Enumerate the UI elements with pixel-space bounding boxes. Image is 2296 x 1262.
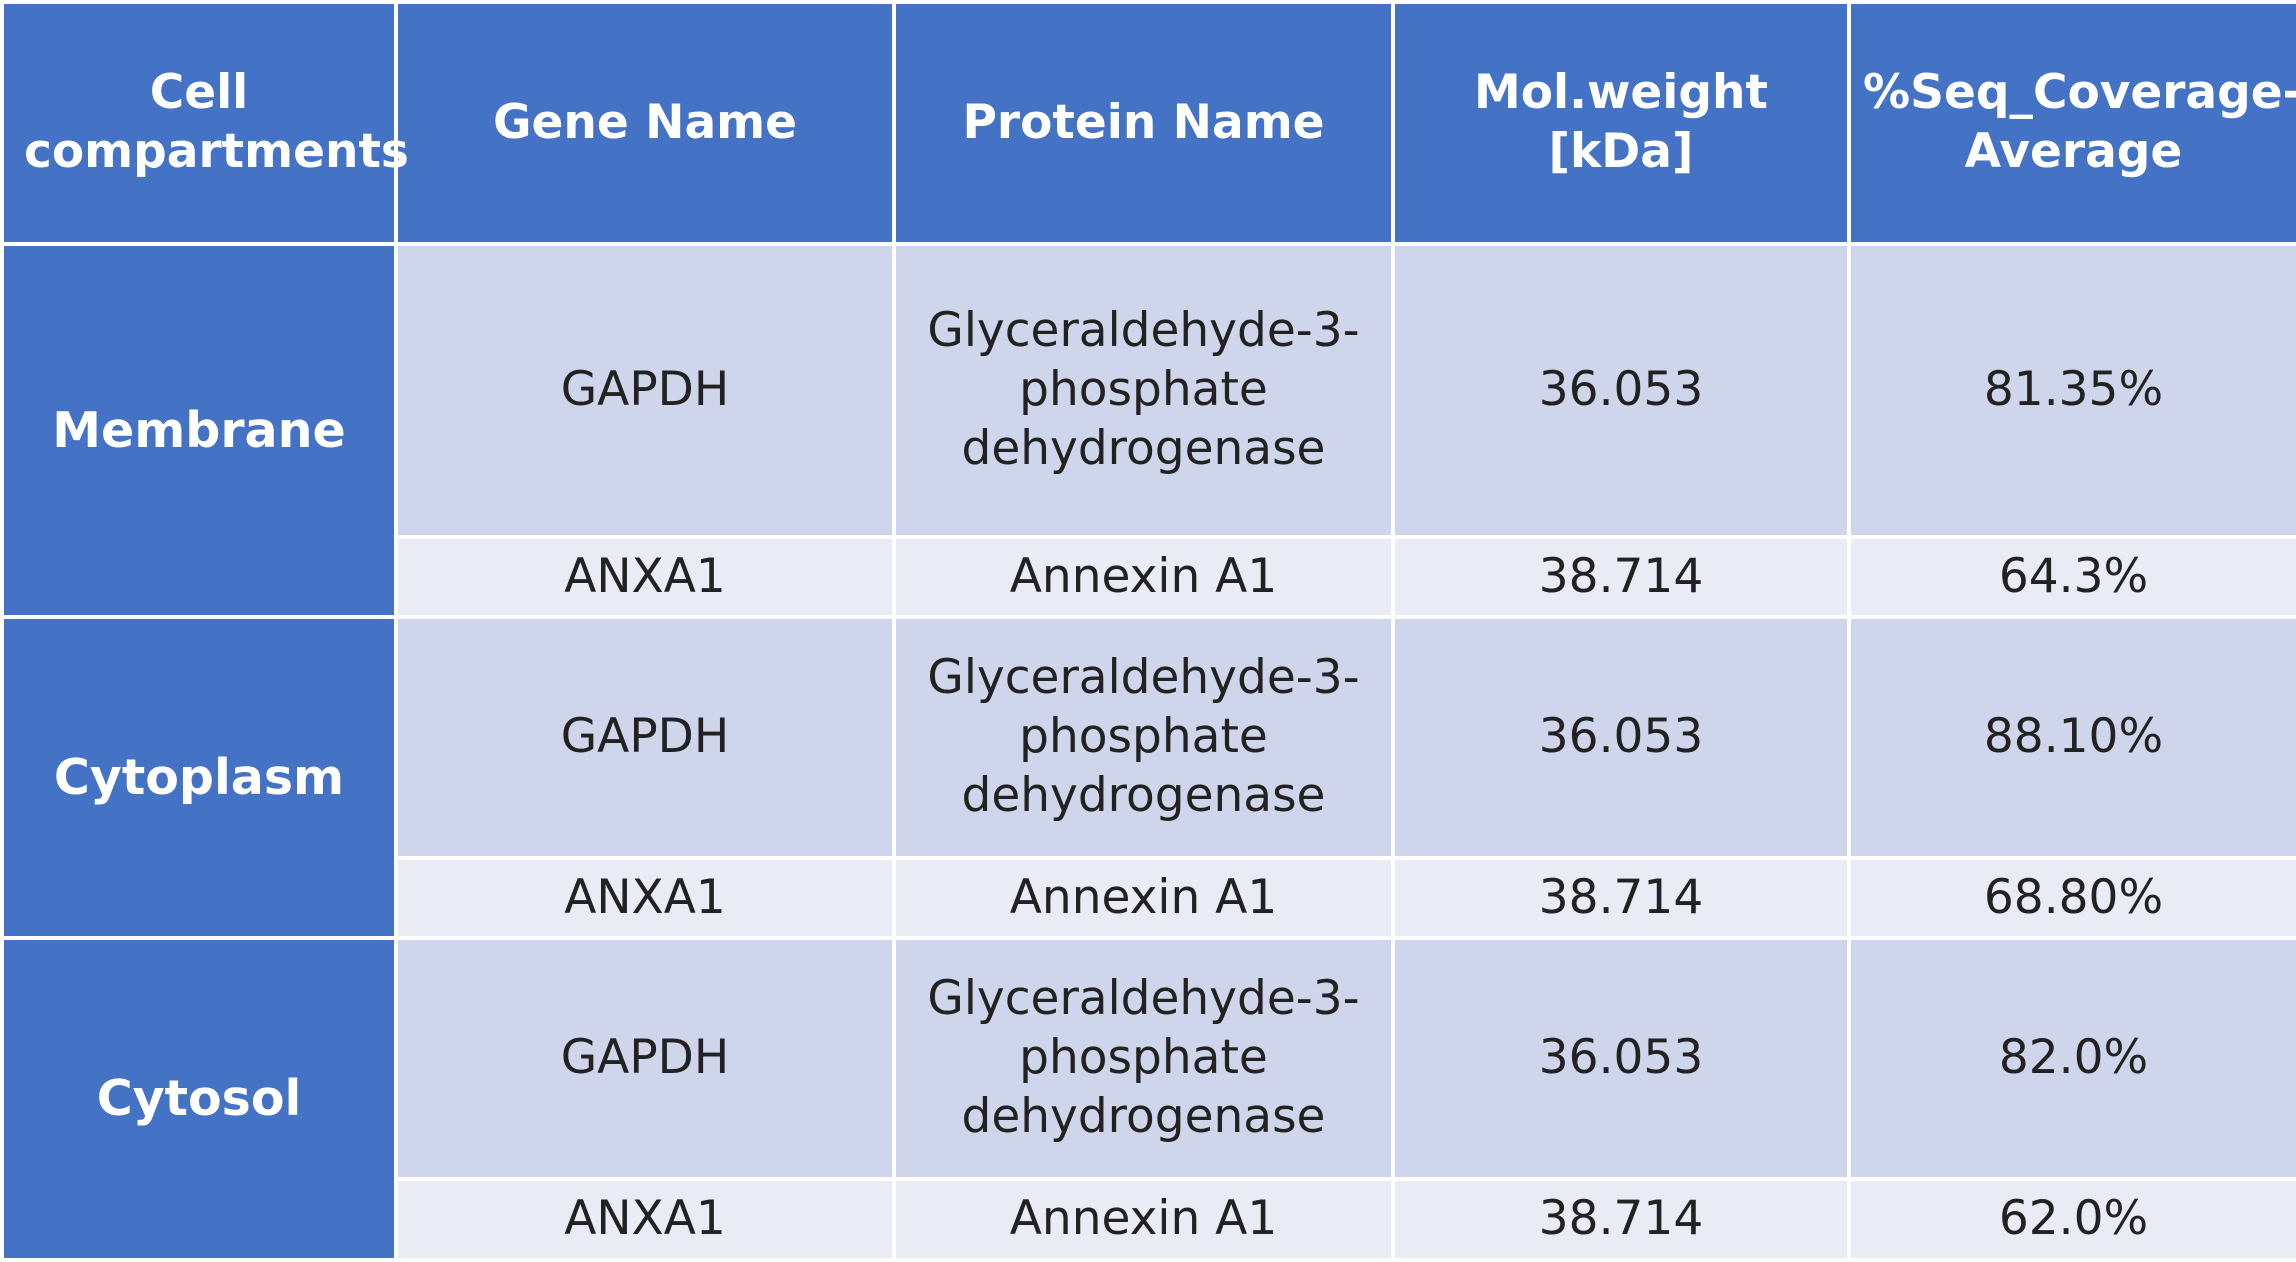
protein-cell: Glyceraldehyde-3-phosphate dehydrogenase xyxy=(892,242,1395,539)
header-row: Cell compartments Gene Name Protein Name… xyxy=(0,0,2296,246)
compartment-cell: Cytosol xyxy=(0,936,398,1262)
table-row: Cytoplasm GAPDH Glyceraldehyde-3-phospha… xyxy=(0,615,2296,940)
mol-weight-cell: 38.714 xyxy=(1391,1177,1851,1262)
gene-cell: ANXA1 xyxy=(394,856,896,940)
header-cell-gene: Gene Name xyxy=(394,0,896,246)
coverage-cell: 81.35% xyxy=(1847,242,2296,539)
gene-cell: GAPDH xyxy=(394,936,896,1181)
protein-cell: Annexin A1 xyxy=(892,856,1395,940)
protein-cell: Annexin A1 xyxy=(892,535,1395,619)
coverage-cell: 62.0% xyxy=(1847,1177,2296,1262)
table-row: ANXA1 Annexin A1 38.714 68.80% xyxy=(2,856,2296,940)
mol-weight-cell: 36.053 xyxy=(1391,615,1851,860)
table-row: Membrane GAPDH Glyceraldehyde-3-phosphat… xyxy=(0,242,2296,619)
protein-cell: Annexin A1 xyxy=(892,1177,1395,1262)
compartment-cell: Cytoplasm xyxy=(0,615,398,940)
table-row: ANXA1 Annexin A1 38.714 64.3% xyxy=(2,535,2296,619)
coverage-cell: 82.0% xyxy=(1847,936,2296,1181)
gene-cell: GAPDH xyxy=(394,242,896,539)
header-cell-seq-coverage: %Seq_Coverage-Average xyxy=(1847,0,2296,246)
header-cell-protein: Protein Name xyxy=(892,0,1395,246)
table-row: ANXA1 Annexin A1 38.714 62.0% xyxy=(2,1177,2296,1262)
mol-weight-cell: 38.714 xyxy=(1391,535,1851,619)
header-cell-compartment: Cell compartments xyxy=(0,0,409,246)
mol-weight-cell: 38.714 xyxy=(1391,856,1851,940)
protein-cell: Glyceraldehyde-3-phosphate dehydrogenase xyxy=(892,615,1395,860)
table-row: Cytosol GAPDH Glyceraldehyde-3-phosphate… xyxy=(0,936,2296,1262)
protein-cell: Glyceraldehyde-3-phosphate dehydrogenase xyxy=(892,936,1395,1181)
coverage-cell: 64.3% xyxy=(1847,535,2296,619)
coverage-cell: 88.10% xyxy=(1847,615,2296,860)
coverage-cell: 68.80% xyxy=(1847,856,2296,940)
gene-cell: ANXA1 xyxy=(394,535,896,619)
mol-weight-cell: 36.053 xyxy=(1391,242,1851,539)
gene-cell: GAPDH xyxy=(394,615,896,860)
header-cell-mol-weight: Mol.weight [kDa] xyxy=(1391,0,1851,246)
gene-cell: ANXA1 xyxy=(394,1177,896,1262)
compartment-cell: Membrane xyxy=(0,242,398,619)
mol-weight-cell: 36.053 xyxy=(1391,936,1851,1181)
